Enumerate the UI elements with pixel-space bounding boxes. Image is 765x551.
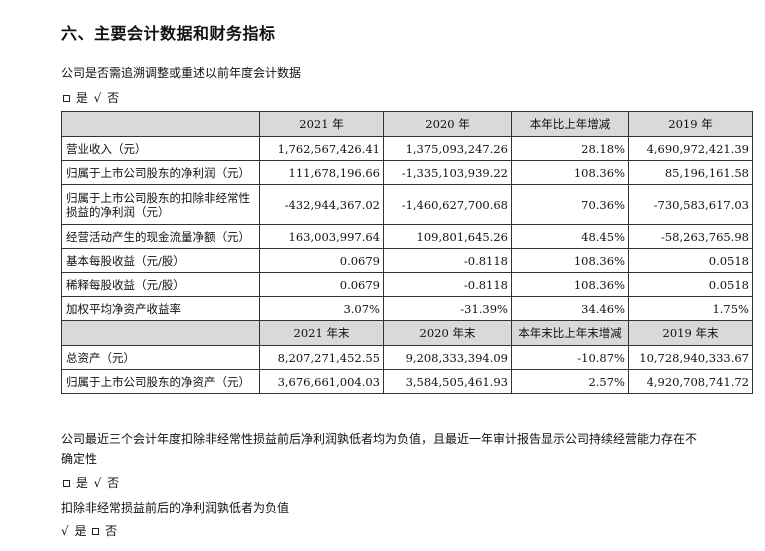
value-2019: -58,263,765.98 [628, 224, 753, 249]
value-2021: 3.07% [259, 296, 384, 321]
no-label: 否 [107, 91, 120, 105]
header-corner-cell [61, 111, 260, 137]
value-2019: -730,583,617.03 [628, 184, 753, 225]
financial-indicators-table: 2021 年 2020 年本年比上年增减 2019 年营业收入（元） 1,762,56… [61, 111, 753, 394]
change-value: -10.87% [511, 345, 629, 370]
value-2019: 4,920,708,741.72 [628, 369, 753, 394]
table-row: 营业收入（元） 1,762,567,426.41 1,375,093,247.26 2… [61, 136, 753, 161]
checkbox-empty-icon [92, 527, 100, 535]
going-concern-options: 是 √ 否 [61, 474, 119, 491]
value-2021: 8,207,271,452.55 [259, 345, 384, 370]
value-2019: 1.75% [628, 296, 753, 321]
change-value: 34.46% [511, 296, 629, 321]
negative-profit-options: √ 是 否 [61, 522, 117, 539]
no-label: 否 [105, 524, 118, 538]
change-value: 108.36% [511, 272, 629, 297]
column-header: 本年末比上年末增减 [511, 320, 629, 346]
value-2021: 1,762,567,426.41 [259, 136, 384, 161]
value-2021: 3,676,661,004.03 [259, 369, 384, 394]
column-header: 2021 年末 [259, 320, 384, 346]
value-2020: 9,208,333,394.09 [383, 345, 512, 370]
going-concern-note: 公司最近三个会计年度扣除非经常性损益前后净利润孰低者均为负值，且最近一年审计报告… [61, 432, 698, 466]
yes-label: 是 [75, 476, 88, 490]
value-2021: 0.0679 [259, 248, 384, 273]
value-2021: 163,003,997.64 [259, 224, 384, 249]
section-heading: 六、主要会计数据和财务指标 [61, 24, 276, 43]
row-label: 经营活动产生的现金流量净额（元） [61, 224, 260, 249]
row-label: 基本每股收益（元/股） [61, 248, 260, 273]
value-2019: 0.0518 [628, 248, 753, 273]
value-2019: 4,690,972,421.39 [628, 136, 753, 161]
check-mark-icon: √ [93, 476, 102, 490]
table-row: 稀释每股收益（元/股） 0.0679 -0.8118 108.36% 0.0518 [61, 272, 753, 297]
table-row: 归属于上市公司股东的净利润（元） 111,678,196.66 -1,335,103… [61, 160, 753, 185]
row-label: 归属于上市公司股东的扣除非经常性损益的净利润（元） [61, 184, 260, 225]
check-mark-icon: √ [93, 91, 102, 105]
negative-profit-note: 扣除非经常损益前后的净利润孰低者为负值 [61, 501, 290, 515]
value-2021: -432,944,367.02 [259, 184, 384, 225]
no-label: 否 [107, 476, 120, 490]
value-2020: -1,335,103,939.22 [383, 160, 512, 185]
value-2019: 10,728,940,333.67 [628, 345, 753, 370]
value-2020: 3,584,505,461.93 [383, 369, 512, 394]
row-label: 加权平均净资产收益率 [61, 296, 260, 321]
table-body: 2021 年 2020 年本年比上年增减 2019 年营业收入（元） 1,762,56… [61, 111, 753, 394]
column-header: 2020 年 [383, 111, 512, 137]
column-header: 2019 年末 [628, 320, 753, 346]
change-value: 70.36% [511, 184, 629, 225]
table-row: 总资产（元） 8,207,271,452.55 9,208,333,394.09 -1… [61, 345, 753, 370]
yes-label: 是 [74, 524, 87, 538]
row-label: 总资产（元） [61, 345, 260, 370]
change-value: 108.36% [511, 160, 629, 185]
value-2019: 0.0518 [628, 272, 753, 297]
table-header-row-year-end: 2021 年末 2020 年末 本年末比上年末增减 2019 年末 [61, 320, 753, 346]
value-2020: -0.8118 [383, 272, 512, 297]
row-label: 营业收入（元） [61, 136, 260, 161]
table-row: 归属于上市公司股东的净资产（元） 3,676,661,004.03 3,584,50… [61, 369, 753, 394]
table-row: 基本每股收益（元/股） 0.0679 -0.8118 108.36% 0.0518 [61, 248, 753, 273]
change-value: 48.45% [511, 224, 629, 249]
value-2020: -0.8118 [383, 248, 512, 273]
row-label: 归属于上市公司股东的净资产（元） [61, 369, 260, 394]
value-2020: 109,801,645.26 [383, 224, 512, 249]
value-2021: 0.0679 [259, 272, 384, 297]
table-header-row: 2021 年 2020 年本年比上年增减 2019 年 [61, 111, 753, 137]
checkbox-empty-icon [63, 94, 70, 102]
change-value: 2.57% [511, 369, 629, 394]
table-row: 经营活动产生的现金流量净额（元） 163,003,997.64 109,801,64… [61, 224, 753, 249]
change-value: 108.36% [511, 248, 629, 273]
row-label: 稀释每股收益（元/股） [61, 272, 260, 297]
value-2020: 1,375,093,247.26 [383, 136, 512, 161]
retro-adjust-question: 公司是否需追溯调整或重述以前年度会计数据 [61, 66, 302, 80]
column-header: 本年比上年增减 [511, 111, 629, 137]
change-value: 28.18% [511, 136, 629, 161]
retro-adjust-options: 是 √ 否 [61, 89, 119, 106]
value-2020: -31.39% [383, 296, 512, 321]
table-row: 加权平均净资产收益率 3.07% -31.39% 34.46% 1.75% [61, 296, 753, 321]
yes-label: 是 [75, 91, 88, 105]
column-header: 2019 年 [628, 111, 753, 137]
header-corner-cell [61, 320, 260, 346]
column-header: 2021 年 [259, 111, 384, 137]
value-2020: -1,460,627,700.68 [383, 184, 512, 225]
column-header: 2020 年末 [383, 320, 512, 346]
check-mark-icon: √ [61, 524, 69, 538]
table-row: 归属于上市公司股东的扣除非经常性损益的净利润（元） -432,944,367.02… [61, 184, 753, 225]
row-label: 归属于上市公司股东的净利润（元） [61, 160, 260, 185]
value-2019: 85,196,161.58 [628, 160, 753, 185]
checkbox-empty-icon [63, 479, 70, 487]
value-2021: 111,678,196.66 [259, 160, 384, 185]
